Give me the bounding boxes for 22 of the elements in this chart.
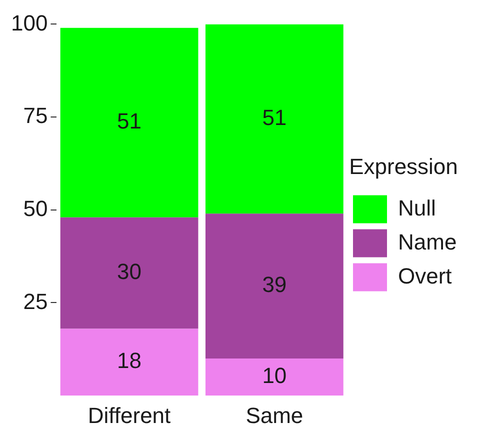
data-label: 51 (117, 108, 142, 134)
y-tick-label: 75 (23, 103, 48, 128)
data-label: 10 (262, 363, 287, 388)
x-tick-label: Different (88, 402, 171, 428)
y-tick-label: 100 (10, 10, 48, 36)
legend-title: Expression (349, 154, 458, 179)
legend-label: Name (398, 229, 457, 254)
bar (60, 28, 198, 218)
data-label: 51 (262, 104, 287, 130)
y-tick-label: 50 (23, 196, 48, 221)
bar (205, 24, 344, 214)
y-tick-label: 25 (23, 288, 48, 314)
bar (205, 214, 344, 358)
data-label: 18 (117, 348, 142, 374)
bar (205, 358, 344, 396)
x-tick-label: Same (246, 402, 304, 428)
bar (60, 217, 198, 329)
data-label: 30 (117, 259, 142, 284)
bar (60, 328, 198, 396)
legend-label: Overt (398, 263, 452, 288)
legend-label: Null (398, 195, 436, 220)
data-label: 39 (262, 272, 287, 298)
